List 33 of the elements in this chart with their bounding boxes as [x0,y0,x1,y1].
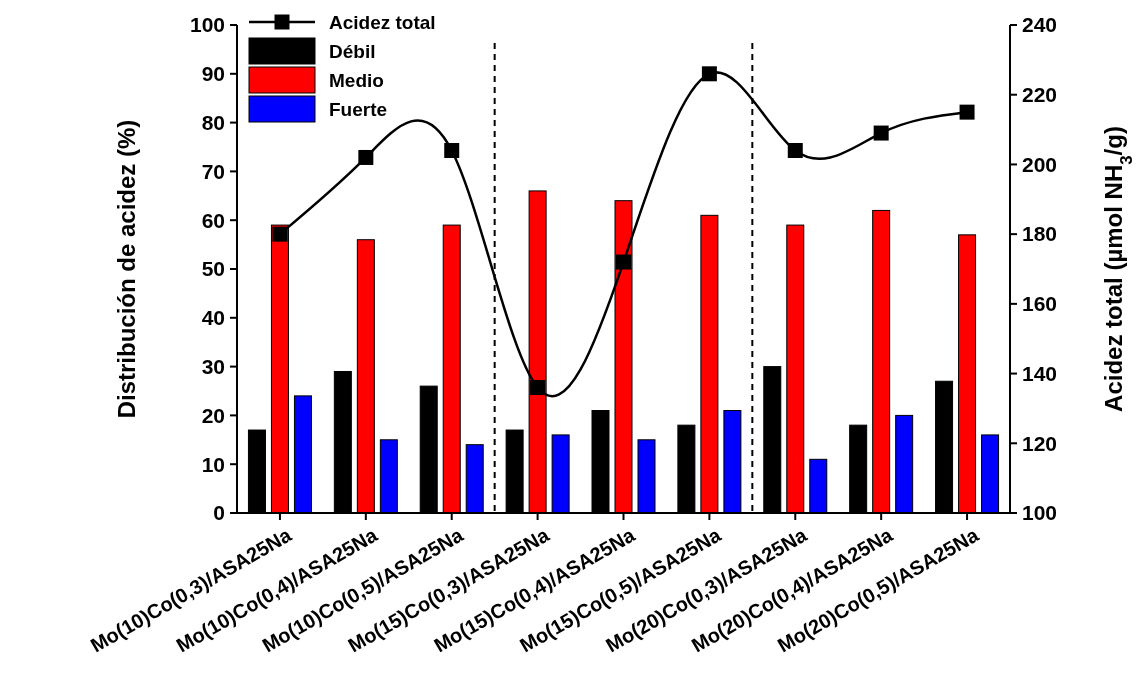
point [444,142,460,158]
y2-tick-label: 200 [1022,152,1058,176]
point [358,149,374,165]
point [873,125,889,141]
point [616,254,631,270]
y-tick-label: 40 [201,306,225,330]
y-tick-label: 100 [189,13,225,37]
y2-tick-label: 240 [1022,13,1058,37]
y-tick-label: 20 [201,403,225,427]
y2-tick-label: 220 [1022,83,1058,107]
legend-label: Fuerte [329,98,388,120]
y-tick-label: 60 [201,208,225,232]
y2-tick-label: 140 [1022,361,1058,385]
y-tick-label: 90 [201,62,225,86]
point [701,66,717,82]
point [959,104,975,120]
y2-tick-label: 160 [1022,292,1058,316]
y-axis-title: Distribución de acidez (%) [113,119,140,419]
y-tick-label: 50 [201,257,225,281]
legend-label: Débil [329,40,376,62]
point [530,380,546,396]
y-tick-label: 70 [201,159,225,183]
y-tick-label: 30 [201,354,225,378]
legend-label: Acidez total [329,11,436,33]
y2-tick-label: 100 [1022,501,1058,525]
y-tick-label: 0 [213,501,225,525]
y2-tick-label: 180 [1022,222,1058,246]
legend-label: Medio [329,69,384,91]
point [787,142,803,158]
y2-tick-label: 120 [1022,431,1058,455]
y-tick-label: 80 [201,110,225,134]
y-tick-label: 10 [201,452,225,476]
point [272,226,288,242]
